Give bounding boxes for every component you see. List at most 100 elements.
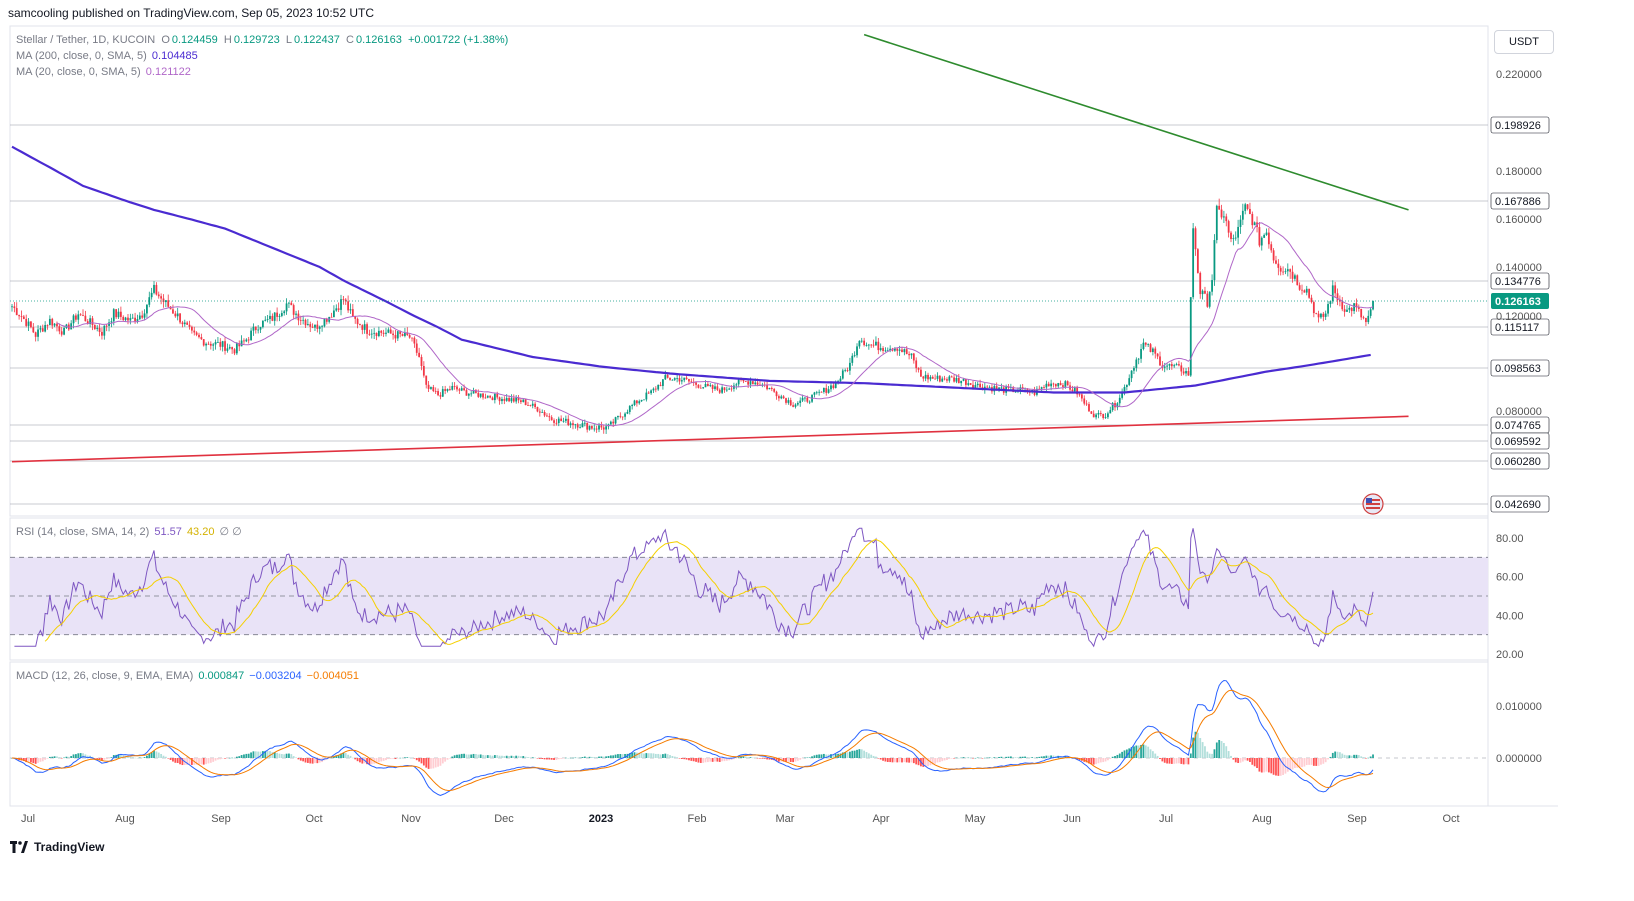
candle-body[interactable] (46, 325, 49, 326)
candle-body[interactable] (356, 318, 359, 325)
ma200-line[interactable] (11, 145, 1371, 394)
candle-body[interactable] (735, 384, 738, 386)
candle-body[interactable] (325, 318, 328, 322)
candle-body[interactable] (141, 315, 144, 318)
candle-body[interactable] (406, 332, 409, 336)
candle-body[interactable] (730, 388, 733, 390)
candle-body[interactable] (259, 327, 262, 330)
candle-body[interactable] (706, 383, 709, 386)
candle-body[interactable] (51, 318, 54, 326)
moving-averages[interactable] (11, 145, 1374, 427)
candle-body[interactable] (124, 317, 127, 321)
currency-button[interactable]: USDT (1494, 30, 1554, 54)
candle-body[interactable] (867, 344, 870, 346)
candle-body[interactable] (30, 321, 32, 328)
candle-body[interactable] (1322, 313, 1325, 317)
candle-body[interactable] (1289, 269, 1292, 272)
candle-body[interactable] (186, 322, 189, 325)
candle-body[interactable] (820, 391, 823, 393)
candle-body[interactable] (273, 312, 276, 321)
candle-body[interactable] (830, 385, 832, 390)
candle-body[interactable] (524, 399, 527, 406)
candle-body[interactable] (680, 380, 683, 382)
candle-body[interactable] (257, 329, 260, 331)
candle-body[interactable] (1159, 356, 1161, 366)
candle-body[interactable] (1185, 371, 1187, 374)
candle-body[interactable] (822, 387, 825, 392)
candle-body[interactable] (872, 344, 875, 346)
candle-body[interactable] (1320, 313, 1322, 318)
candle-body[interactable] (198, 334, 200, 338)
candle-body[interactable] (363, 324, 366, 330)
candle-body[interactable] (75, 315, 77, 320)
candle-body[interactable] (908, 354, 910, 356)
candle-body[interactable] (48, 318, 51, 326)
candle-body[interactable] (1130, 370, 1133, 379)
candlesticks[interactable] (11, 198, 1374, 434)
candle-body[interactable] (484, 397, 487, 399)
candle-body[interactable] (129, 318, 132, 321)
candle-body[interactable] (27, 321, 30, 326)
candle-body[interactable] (815, 392, 818, 394)
candle-body[interactable] (1144, 342, 1147, 345)
candle-body[interactable] (650, 390, 652, 394)
candle-body[interactable] (917, 368, 920, 370)
candle-body[interactable] (264, 319, 267, 321)
candle-body[interactable] (1275, 260, 1277, 264)
candle-body[interactable] (219, 341, 222, 347)
candle-body[interactable] (1244, 204, 1247, 211)
candle-body[interactable] (127, 317, 129, 321)
candle-body[interactable] (205, 343, 207, 346)
candle-body[interactable] (498, 397, 501, 402)
candle-body[interactable] (1149, 344, 1152, 353)
candle-body[interactable] (361, 325, 364, 330)
candle-body[interactable] (1324, 313, 1327, 317)
candle-body[interactable] (1052, 383, 1055, 385)
footer-brand[interactable]: TradingView (10, 840, 104, 854)
candle-body[interactable] (657, 384, 660, 390)
candle-body[interactable] (119, 311, 122, 317)
candle-body[interactable] (411, 337, 413, 339)
candle-body[interactable] (1163, 366, 1166, 368)
candle-body[interactable] (884, 350, 887, 352)
candle-body[interactable] (529, 405, 532, 406)
candle-body[interactable] (624, 413, 626, 417)
candle-body[interactable] (214, 342, 217, 345)
candle-body[interactable] (157, 294, 160, 297)
candle-body[interactable] (193, 330, 196, 333)
candle-body[interactable] (1223, 216, 1225, 218)
candle-body[interactable] (1331, 285, 1334, 302)
candle-body[interactable] (1175, 364, 1178, 366)
candle-body[interactable] (1121, 391, 1124, 398)
candle-body[interactable] (337, 308, 340, 310)
candle-body[interactable] (595, 428, 598, 430)
candle-body[interactable] (1088, 404, 1090, 412)
candle-body[interactable] (22, 316, 25, 319)
candle-body[interactable] (493, 393, 496, 401)
candle-body[interactable] (541, 412, 544, 413)
candle-body[interactable] (472, 390, 475, 394)
candle-body[interactable] (785, 398, 787, 403)
candle-body[interactable] (1296, 275, 1299, 286)
candle-body[interactable] (470, 393, 473, 395)
candle-body[interactable] (799, 400, 802, 403)
candle-body[interactable] (280, 313, 283, 316)
candle-body[interactable] (415, 343, 418, 353)
candle-body[interactable] (333, 310, 335, 318)
candle-body[interactable] (1367, 315, 1370, 323)
candle-body[interactable] (654, 388, 657, 390)
candle-body[interactable] (1362, 317, 1365, 319)
candle-body[interactable] (496, 393, 499, 398)
candle-body[interactable] (588, 426, 591, 430)
candle-body[interactable] (1312, 302, 1315, 314)
candle-body[interactable] (1227, 221, 1230, 233)
candle-body[interactable] (271, 315, 274, 321)
candle-body[interactable] (1291, 271, 1294, 279)
candle-body[interactable] (631, 405, 634, 407)
candle-body[interactable] (567, 418, 570, 425)
candle-body[interactable] (531, 403, 534, 406)
candle-body[interactable] (1007, 386, 1010, 388)
rsi-ma-line[interactable] (44, 538, 1374, 645)
candle-body[interactable] (640, 399, 643, 402)
